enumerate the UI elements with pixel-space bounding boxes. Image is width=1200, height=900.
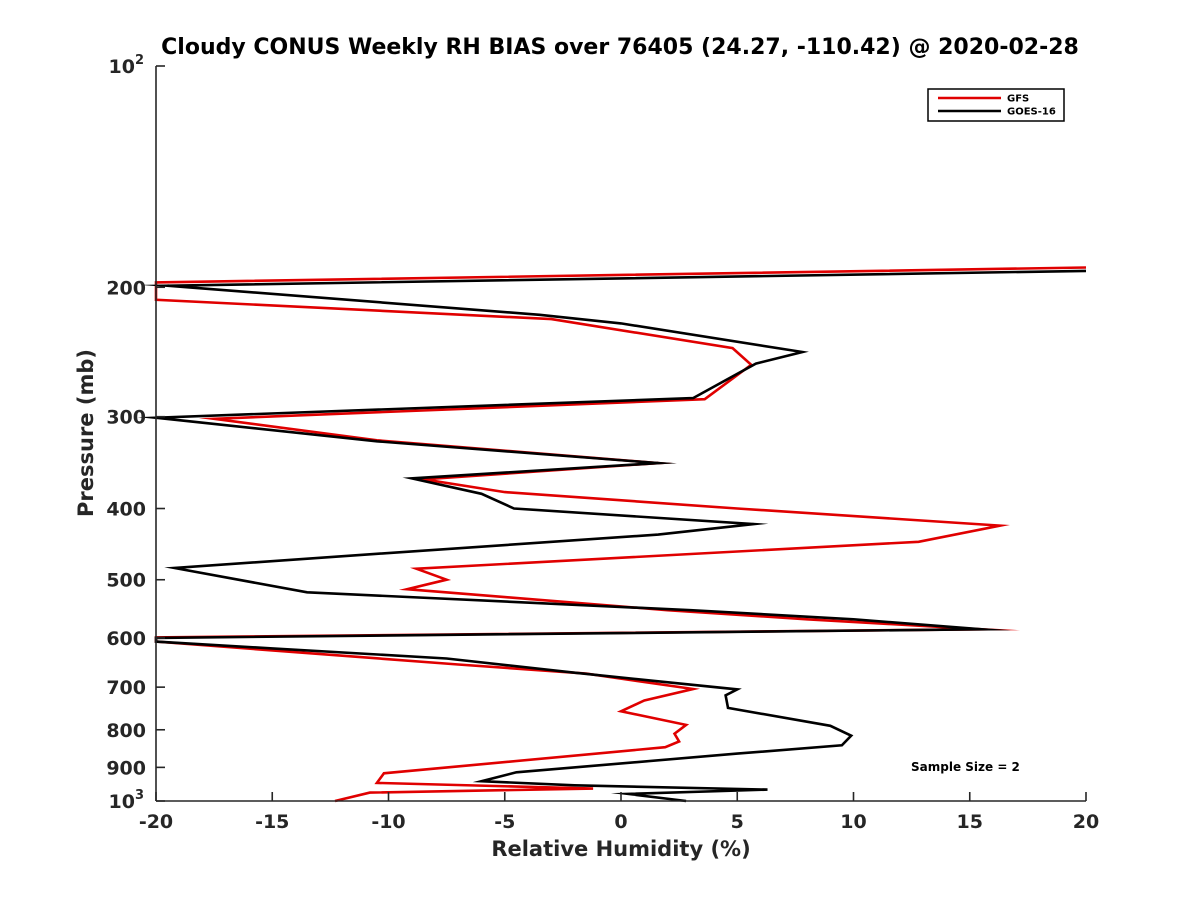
y-ticks: 102 200 300 400 500 600 700 800 900 103 bbox=[106, 53, 165, 813]
x-tick-label: -20 bbox=[139, 811, 173, 833]
x-tick-label: 15 bbox=[957, 811, 983, 833]
x-tick-label: -10 bbox=[371, 811, 405, 833]
y-tick-label: 102 bbox=[109, 53, 145, 78]
x-tick-label: 20 bbox=[1073, 811, 1099, 833]
sample-size-annotation: Sample Size = 2 bbox=[911, 760, 1020, 774]
x-tick-label: 5 bbox=[731, 811, 744, 833]
y-tick-label: 400 bbox=[106, 499, 146, 521]
x-ticks: -20 -15 -10 -5 0 5 10 15 20 bbox=[139, 792, 1099, 833]
y-tick-label: 500 bbox=[106, 570, 146, 592]
series-line-goes16 bbox=[137, 269, 1087, 803]
y-tick-label: 103 bbox=[109, 788, 145, 813]
y-tick-label: 700 bbox=[106, 677, 146, 699]
series-layer bbox=[137, 266, 1087, 803]
y-tick-label: 200 bbox=[106, 277, 146, 299]
y-tick-label: 800 bbox=[106, 720, 146, 742]
y-tick-label: 900 bbox=[106, 757, 146, 779]
legend-label-gfs: GFS bbox=[1007, 94, 1029, 105]
x-tick-label: -15 bbox=[255, 811, 289, 833]
x-tick-label: 10 bbox=[840, 811, 866, 833]
x-axis-label: Relative Humidity (%) bbox=[491, 837, 750, 861]
x-tick-label: 0 bbox=[614, 811, 627, 833]
series-line-gfs bbox=[154, 266, 1087, 803]
y-tick-label: 600 bbox=[106, 628, 146, 650]
chart-title: Cloudy CONUS Weekly RH BIAS over 76405 (… bbox=[161, 35, 1079, 60]
legend-box bbox=[927, 88, 1065, 122]
plot-area: -20 -15 -10 -5 0 5 10 15 20 102 200 300 400 500 600 70… bbox=[106, 53, 1099, 833]
legend-label-goes16: GOES-16 bbox=[1007, 107, 1056, 118]
y-axis-label: Pressure (mb) bbox=[74, 349, 98, 517]
y-tick-label: 300 bbox=[106, 407, 146, 429]
x-tick-label: -5 bbox=[494, 811, 515, 833]
legend: GFS GOES-16 bbox=[927, 88, 1065, 122]
